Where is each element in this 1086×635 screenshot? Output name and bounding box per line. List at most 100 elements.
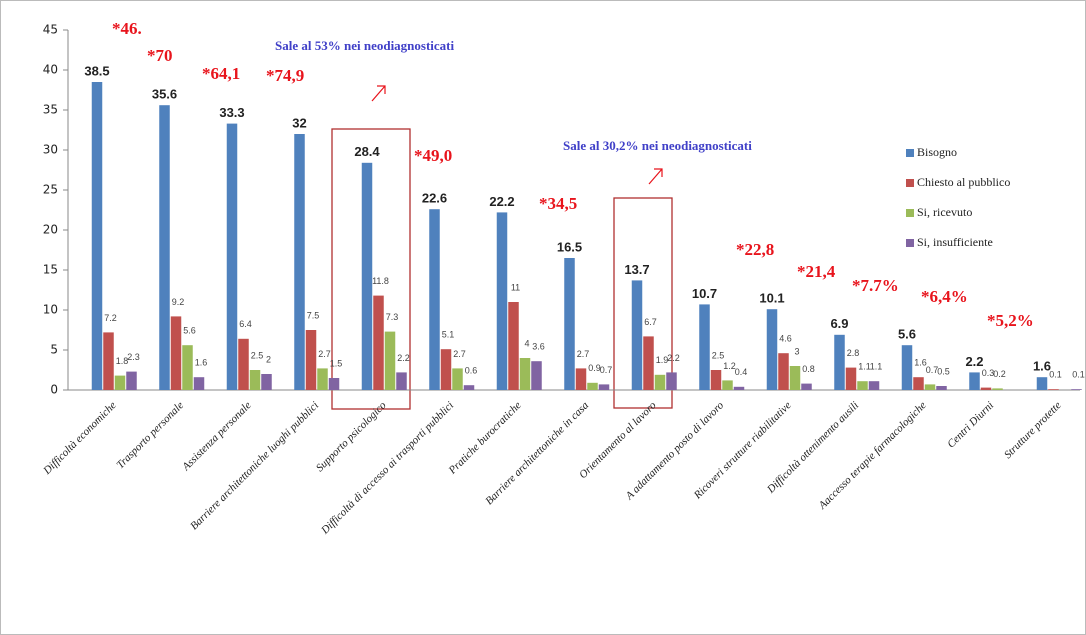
- annotation: *6,4%: [921, 287, 968, 306]
- value-label-main: 28.4: [354, 144, 380, 159]
- bar: [531, 361, 542, 390]
- bar: [857, 381, 868, 390]
- value-label-main: 32: [292, 115, 306, 130]
- y-tick-label: 5: [50, 343, 58, 357]
- highlight-box: [613, 197, 673, 409]
- y-tick-label: 35: [43, 103, 58, 117]
- bar: [170, 316, 182, 390]
- y-tick-label: 20: [43, 223, 58, 237]
- value-label: 1.1: [870, 362, 883, 372]
- annotation: *22,8: [736, 240, 774, 259]
- arrow: [648, 168, 663, 185]
- bar: [463, 385, 475, 390]
- bar: [845, 367, 857, 390]
- annotation: Sale al 30,2% nei neodiagnosticati: [563, 138, 752, 153]
- legend-swatch: [906, 179, 914, 187]
- bar: [666, 372, 677, 390]
- bar: [1071, 389, 1082, 390]
- value-label: 6.4: [239, 319, 252, 329]
- y-tick-label: 0: [50, 383, 58, 397]
- arrow: [371, 85, 386, 102]
- annotation: *7.7%: [852, 276, 899, 295]
- bar: [114, 375, 126, 390]
- value-label: 2: [266, 354, 271, 364]
- value-label: 2.7: [318, 349, 331, 359]
- bar: [1048, 389, 1059, 390]
- value-label: 5.1: [442, 330, 455, 340]
- bar: [249, 370, 261, 390]
- value-label: 7.5: [307, 310, 320, 320]
- value-label: 0.6: [465, 366, 478, 376]
- value-label-main: 1.6: [1033, 359, 1051, 374]
- value-label: 7.3: [386, 312, 399, 322]
- value-label: 4: [524, 338, 529, 348]
- value-label: 1.6: [195, 358, 208, 368]
- bar: [396, 372, 407, 390]
- bar: [980, 387, 992, 390]
- bar: [440, 349, 452, 390]
- value-label-main: 6.9: [830, 316, 848, 331]
- legend-swatch: [906, 209, 914, 217]
- value-label: 2.3: [127, 352, 140, 362]
- bar: [91, 82, 103, 390]
- legend-swatch: [906, 239, 914, 247]
- annotation: *34,5: [539, 194, 577, 213]
- bar: [361, 162, 373, 390]
- bar: [992, 388, 1003, 390]
- value-label: 2.2: [667, 353, 680, 363]
- bar: [575, 368, 587, 390]
- bar: [901, 345, 913, 390]
- annotation: *74,9: [266, 66, 304, 85]
- value-label-main: 10.1: [759, 291, 784, 306]
- annotation: *21,4: [797, 262, 836, 281]
- bar: [969, 372, 980, 390]
- y-tick-label: 10: [43, 303, 58, 317]
- value-label: 1.1: [858, 362, 871, 372]
- bar: [328, 378, 340, 390]
- bar: [496, 212, 508, 390]
- value-label: 0.2: [993, 369, 1006, 379]
- bar: [643, 336, 654, 390]
- bar: [508, 302, 519, 390]
- bar: [159, 105, 170, 390]
- value-label: 1.2: [723, 361, 736, 371]
- bar: [429, 209, 440, 390]
- y-tick-label: 40: [43, 63, 58, 77]
- value-label-main: 22.2: [489, 194, 514, 209]
- y-tick-label: 15: [43, 263, 58, 277]
- legend-swatch: [906, 149, 914, 157]
- bar: [226, 123, 238, 390]
- value-label: 1.9: [656, 355, 669, 365]
- value-label-main: 22.6: [422, 191, 447, 206]
- bar: [1036, 377, 1048, 390]
- annotation: *70: [147, 46, 173, 65]
- legend-label: Bisogno: [917, 145, 957, 159]
- bar: [631, 280, 643, 390]
- value-label-main: 2.2: [965, 354, 983, 369]
- annotation: Sale al 53% nei neodiagnosticati: [275, 38, 455, 53]
- value-label: 2.5: [712, 350, 725, 360]
- bar: [452, 368, 463, 390]
- bar: [103, 332, 114, 390]
- y-tick-label: 45: [43, 23, 58, 37]
- value-label-main: 13.7: [624, 262, 649, 277]
- value-label: 0.1: [1072, 370, 1085, 380]
- value-label: 9.2: [172, 297, 185, 307]
- bar: [238, 338, 249, 390]
- value-label: 0.9: [588, 363, 601, 373]
- bar: [654, 374, 666, 390]
- legend-label: Chiesto al pubblico: [917, 175, 1010, 189]
- annotation: *64,1: [202, 64, 240, 83]
- value-label-main: 38.5: [84, 63, 109, 78]
- bar: [373, 295, 384, 390]
- value-label: 11.8: [372, 276, 389, 286]
- legend-label: Si, ricevuto: [917, 205, 972, 219]
- highlight-box: [331, 128, 411, 410]
- bar: [182, 345, 193, 390]
- y-tick-label: 25: [43, 183, 58, 197]
- bar: [936, 386, 947, 390]
- bar: [294, 134, 305, 390]
- value-label: 11: [511, 282, 520, 292]
